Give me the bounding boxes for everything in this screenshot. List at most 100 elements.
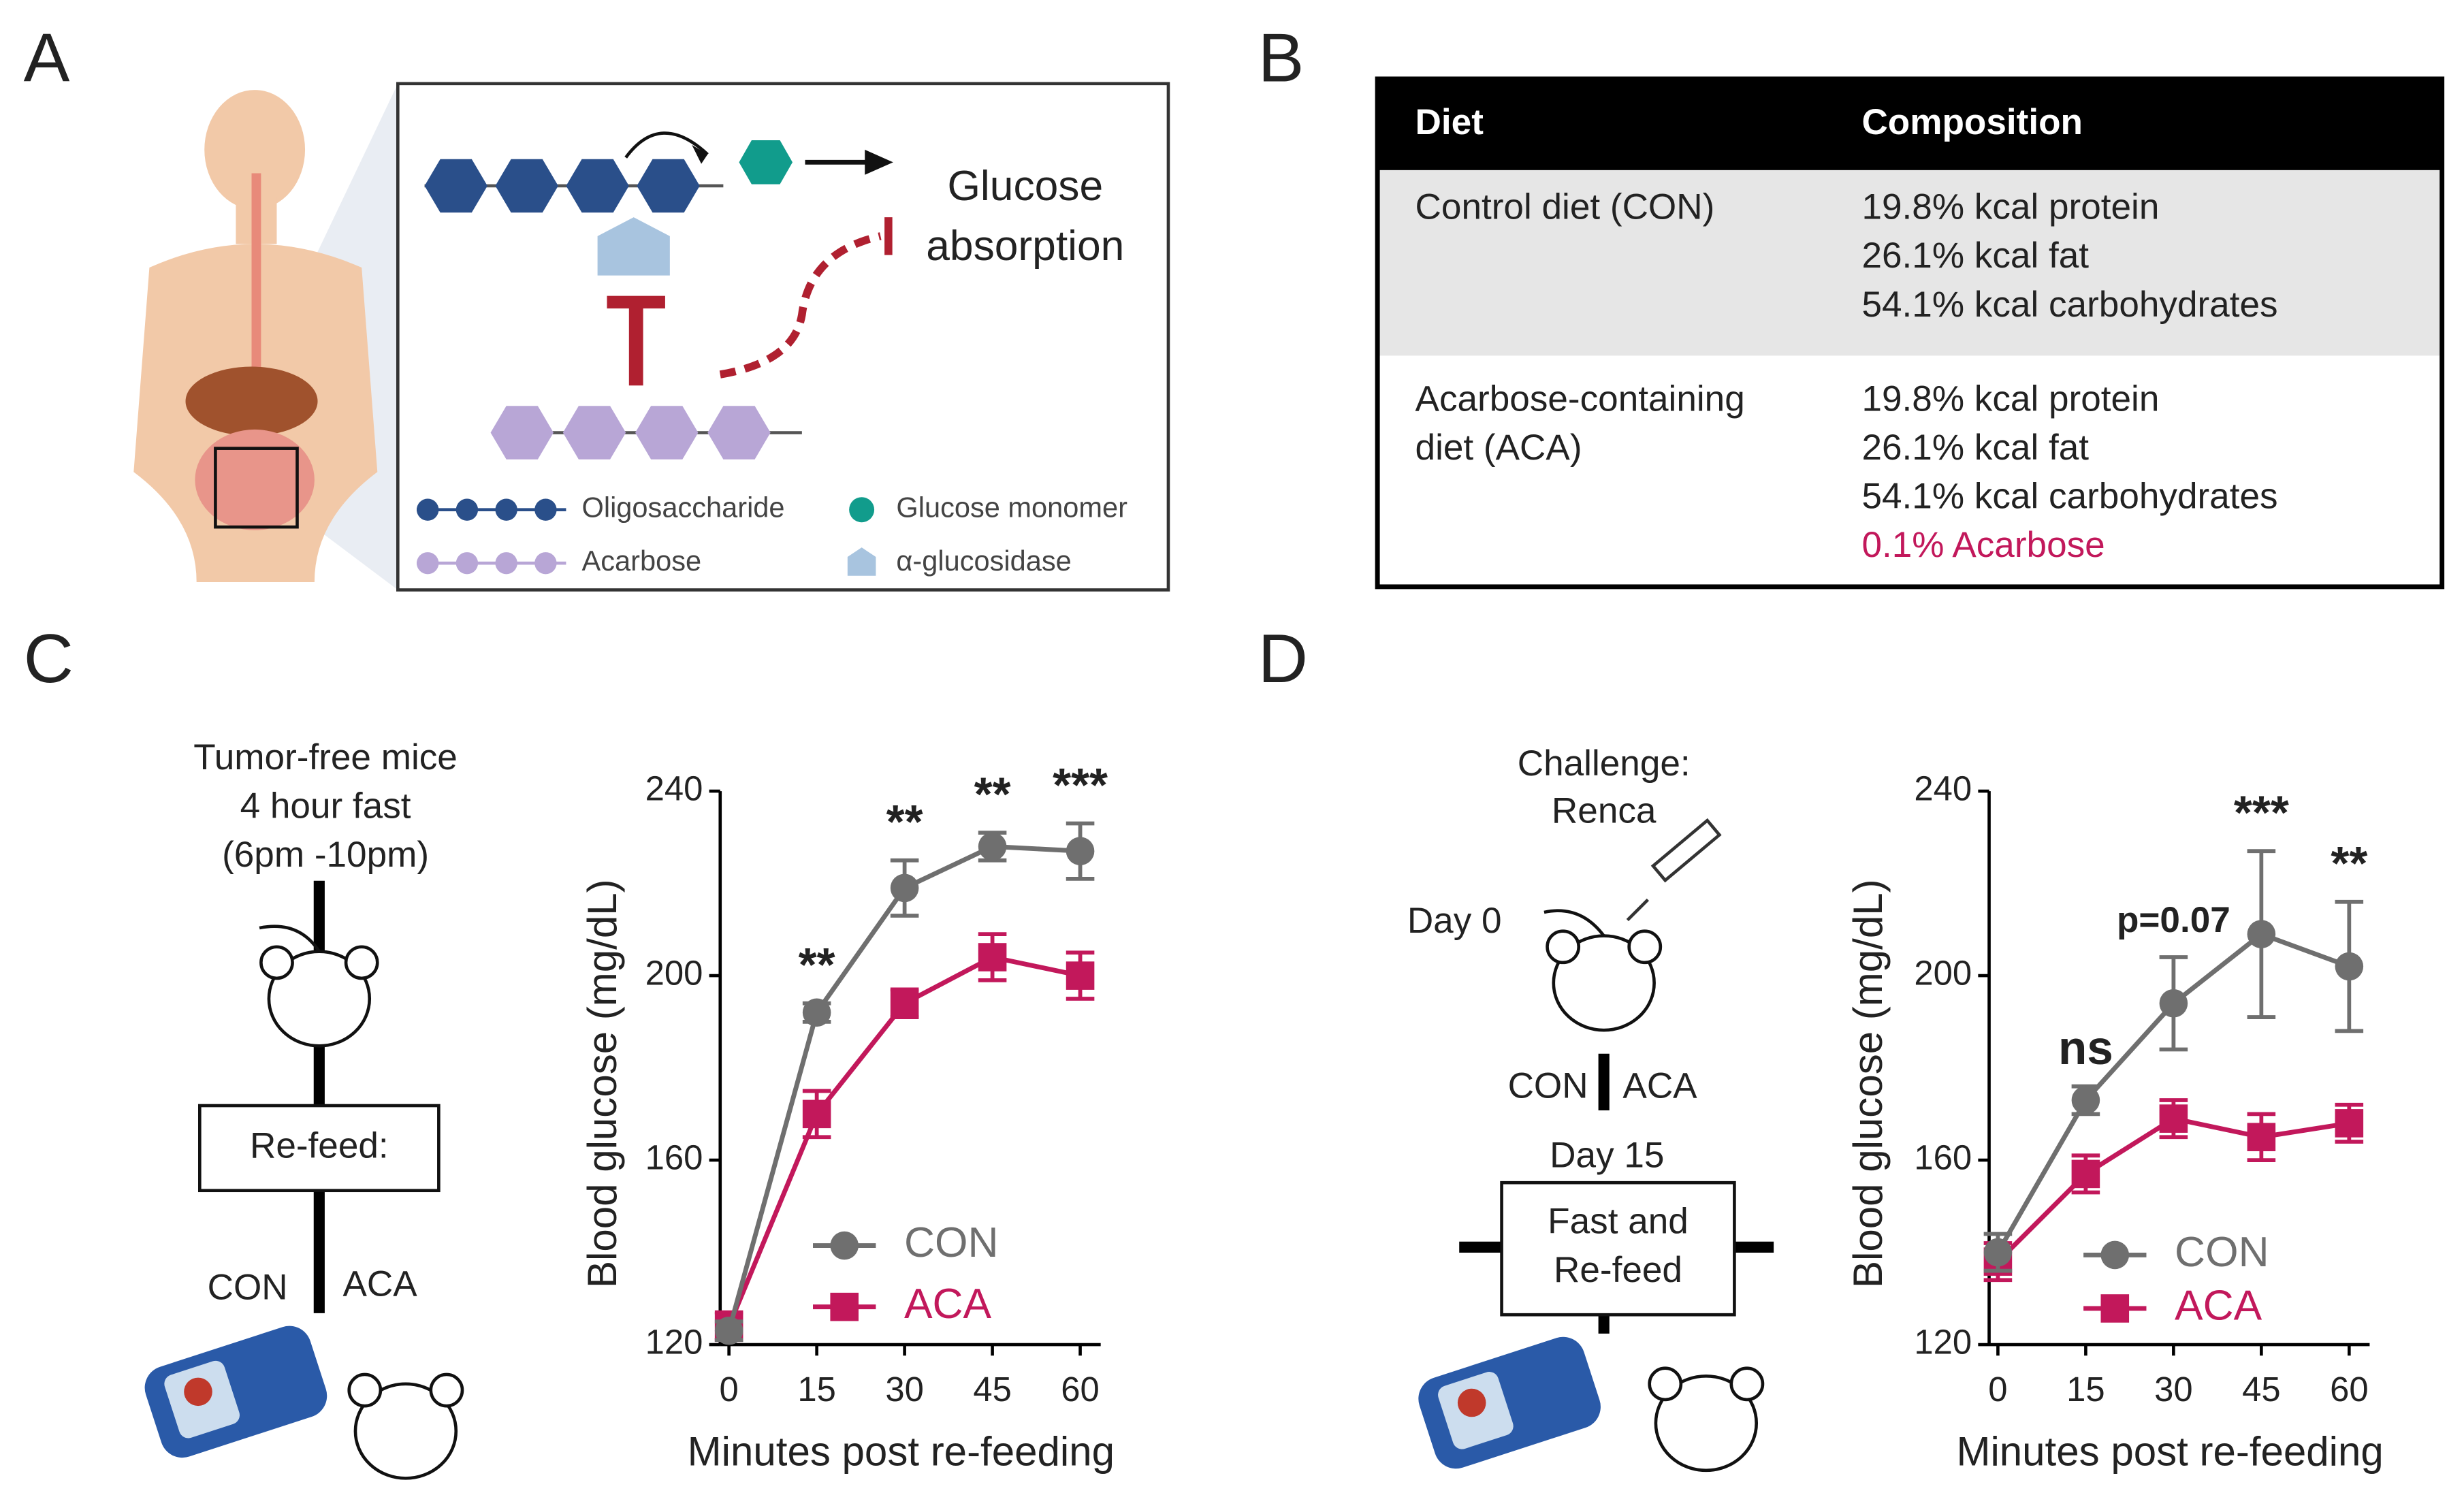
body-illustration bbox=[133, 83, 398, 590]
table-cell: Acarbose-containing bbox=[1415, 379, 1745, 419]
table-header: Diet bbox=[1415, 102, 1484, 142]
legend-label: α-glucosidase bbox=[896, 545, 1071, 577]
scheme-text: Day 15 bbox=[1550, 1135, 1664, 1175]
glucometer-icon bbox=[144, 1326, 327, 1458]
point bbox=[2247, 1123, 2276, 1151]
table-cell: Control diet (CON) bbox=[1415, 187, 1715, 227]
table-cell: 19.8% kcal protein bbox=[1861, 187, 2159, 227]
point bbox=[1066, 837, 1095, 865]
glucose-label: absorption bbox=[926, 223, 1124, 270]
legend-marker bbox=[2100, 1240, 2130, 1270]
point bbox=[978, 832, 1007, 861]
scheme-text: ACA bbox=[342, 1264, 417, 1304]
scheme-box bbox=[197, 1104, 441, 1193]
legend-marker bbox=[830, 1231, 859, 1260]
y-tick-label: 120 bbox=[645, 1322, 703, 1361]
y-tick-label: 160 bbox=[645, 1138, 703, 1177]
significance-label: *** bbox=[2234, 786, 2289, 839]
significance-label: *** bbox=[1053, 758, 1108, 812]
significance-label: ** bbox=[886, 795, 923, 848]
table-cell: diet (ACA) bbox=[1415, 428, 1582, 468]
scheme-text: Re-feed: bbox=[250, 1125, 389, 1166]
syringe-icon bbox=[1626, 818, 1722, 922]
point bbox=[1983, 1238, 2013, 1267]
panel-label: B bbox=[1258, 19, 1305, 97]
point bbox=[890, 873, 919, 903]
point bbox=[2071, 1159, 2100, 1189]
significance-label: ** bbox=[2331, 837, 2367, 890]
point bbox=[802, 1099, 831, 1129]
table-cell: 54.1% kcal carbohydrates bbox=[1861, 285, 2277, 325]
table-border bbox=[1375, 76, 2445, 590]
x-tick-label: 15 bbox=[797, 1370, 836, 1409]
point bbox=[2159, 989, 2188, 1018]
point bbox=[714, 1316, 743, 1345]
x-tick-label: 45 bbox=[973, 1370, 1012, 1409]
x-axis-label: Minutes post re-feeding bbox=[688, 1429, 1115, 1475]
legend-label: ACA bbox=[2175, 1282, 2262, 1329]
legend-label: CON bbox=[2175, 1229, 2269, 1276]
table-cell: 54.1% kcal carbohydrates bbox=[1861, 477, 2277, 517]
y-tick-label: 200 bbox=[645, 954, 703, 993]
table-header-bg bbox=[1377, 78, 2442, 170]
y-tick-label: 240 bbox=[645, 769, 703, 808]
point bbox=[2159, 1104, 2188, 1133]
x-tick-label: 0 bbox=[720, 1370, 739, 1409]
point bbox=[802, 998, 831, 1027]
point bbox=[2247, 920, 2276, 948]
point bbox=[1066, 961, 1095, 990]
significance-label: p=0.07 bbox=[2117, 900, 2230, 940]
scheme-text: CON bbox=[1508, 1066, 1588, 1106]
y-tick-label: 120 bbox=[1914, 1322, 1972, 1361]
x-tick-label: 15 bbox=[2066, 1370, 2105, 1409]
legend-label: Glucose monomer bbox=[896, 492, 1127, 524]
series-line bbox=[1996, 1116, 2350, 1264]
point bbox=[978, 943, 1007, 971]
scheme-text: Tumor-free mice bbox=[193, 737, 458, 777]
glucose-label: Glucose bbox=[947, 163, 1103, 210]
point bbox=[890, 989, 919, 1018]
legend-label: Oligosaccharide bbox=[582, 492, 785, 524]
mouse-icon bbox=[347, 1372, 464, 1480]
legend-marker bbox=[2100, 1294, 2130, 1323]
y-tick-label: 200 bbox=[1914, 954, 1972, 993]
significance-label: ** bbox=[974, 768, 1011, 821]
scheme-text: 4 hour fast bbox=[240, 786, 411, 826]
panel-label: D bbox=[1258, 620, 1308, 697]
scheme-text: Renca bbox=[1552, 790, 1657, 831]
x-axis-label: Minutes post re-feeding bbox=[1956, 1429, 2383, 1475]
point bbox=[2335, 1109, 2364, 1138]
mechanism-diagram bbox=[417, 131, 893, 576]
table-header: Composition bbox=[1861, 102, 2083, 142]
y-tick-label: 240 bbox=[1914, 769, 1972, 808]
scheme-text: CON bbox=[208, 1267, 288, 1307]
scheme-text: Re-feed bbox=[1554, 1250, 1682, 1290]
scheme-text: Challenge: bbox=[1518, 743, 1691, 784]
point bbox=[2071, 1086, 2100, 1114]
x-tick-label: 60 bbox=[2330, 1370, 2369, 1409]
scheme-text: Fast and bbox=[1548, 1201, 1689, 1241]
scheme-text: ACA bbox=[1622, 1066, 1697, 1106]
legend-marker bbox=[830, 1292, 859, 1321]
x-tick-label: 45 bbox=[2242, 1370, 2281, 1409]
panel-label: A bbox=[24, 19, 70, 97]
legend-label: CON bbox=[904, 1219, 999, 1266]
x-tick-label: 60 bbox=[1061, 1370, 1100, 1409]
x-tick-label: 0 bbox=[1988, 1370, 2007, 1409]
x-tick-label: 30 bbox=[885, 1370, 924, 1409]
mouse-icon bbox=[1648, 1366, 1765, 1473]
legend-label: Acarbose bbox=[582, 545, 702, 577]
significance-label: ns bbox=[2058, 1021, 2113, 1074]
y-tick-label: 160 bbox=[1914, 1138, 1972, 1177]
point bbox=[2335, 952, 2364, 981]
x-tick-label: 30 bbox=[2154, 1370, 2193, 1409]
scheme-box bbox=[1500, 1180, 1736, 1317]
significance-label: ** bbox=[799, 938, 835, 991]
mouse-icon bbox=[259, 925, 379, 1048]
table-cell: 26.1% kcal fat bbox=[1861, 428, 2089, 468]
y-axis-label: Blood glucose (mg/dL) bbox=[1845, 879, 1891, 1288]
table-cell: 26.1% kcal fat bbox=[1861, 236, 2089, 276]
scheme-text: Day 0 bbox=[1407, 901, 1502, 941]
y-axis-label: Blood glucose (mg/dL) bbox=[579, 879, 625, 1288]
